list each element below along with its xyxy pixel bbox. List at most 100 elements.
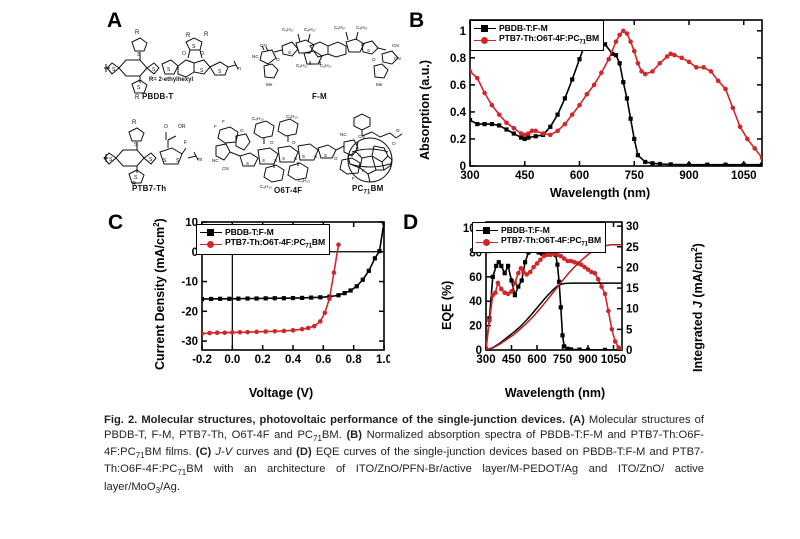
svg-text:20: 20 <box>626 262 639 274</box>
svg-text:F: F <box>184 140 187 146</box>
svg-text:300: 300 <box>476 354 495 366</box>
svg-text:C₈H₁₇: C₈H₁₇ <box>296 63 308 68</box>
legend-key-red-circle <box>476 238 498 247</box>
panel-c-ylabel: Current Density (mA/cm2) <box>152 218 168 370</box>
legend-item-ptb7-th: PTB7-Th:O6T-4F:PC71BM <box>474 33 599 47</box>
svg-text:750: 750 <box>625 170 644 182</box>
panel-d-ylabel: EQE (%) <box>440 280 454 330</box>
svg-text:S: S <box>176 158 180 164</box>
svg-text:0.6: 0.6 <box>450 80 466 92</box>
svg-text:S: S <box>134 175 138 181</box>
molecule-label-pc71bm: PC71BM <box>352 184 384 196</box>
svg-text:F: F <box>214 124 217 129</box>
svg-text:0: 0 <box>476 345 482 357</box>
molecule-f-m: C₈H₁₇ C₈H₁₇ C₈H₁₇ C₈H₁₇ C₈H₁₇ C₈H₁₇ S <box>252 20 402 101</box>
svg-text:S: S <box>192 44 196 50</box>
svg-text:40: 40 <box>469 296 482 308</box>
svg-text:-20: -20 <box>181 306 198 318</box>
molecule-label-f-m: F-M <box>312 92 327 101</box>
svg-text:C₆H₁₃: C₆H₁₃ <box>260 184 272 189</box>
svg-text:S: S <box>152 67 156 73</box>
svg-text:OR: OR <box>178 124 186 130</box>
svg-text:O: O <box>334 156 338 161</box>
panel-letter-a: A <box>107 9 123 32</box>
molecule-pc71bm: O O ⬡ PC71BM <box>340 112 410 196</box>
svg-text:S: S <box>149 157 153 163</box>
svg-text:CN: CN <box>222 166 229 171</box>
svg-text:O: O <box>164 124 168 130</box>
svg-text:CN: CN <box>392 43 399 48</box>
svg-text:NC: NC <box>340 132 347 137</box>
svg-text:900: 900 <box>679 170 698 182</box>
svg-text:R: R <box>132 120 137 126</box>
legend-item-ptb7-th: PTB7-Th:O6T-4F:PC71BM <box>200 237 325 251</box>
svg-text:S: S <box>167 67 171 73</box>
legend-label-pbdb-t-f-m: PBDB-T:F-M <box>499 23 548 33</box>
svg-text:450: 450 <box>515 170 534 182</box>
panel-d-ylabel-right: Integrated J (mA/cm2) <box>690 243 706 372</box>
svg-text:25: 25 <box>626 242 639 254</box>
svg-text:15: 15 <box>626 283 639 295</box>
svg-text:450: 450 <box>502 354 521 366</box>
svg-text:1.0: 1.0 <box>376 354 390 366</box>
svg-text:S: S <box>134 142 138 148</box>
svg-text:0.0: 0.0 <box>224 354 240 366</box>
svg-text:S: S <box>302 154 305 159</box>
panel-d-xlabel: Wavelength (nm) <box>504 386 606 400</box>
panel-letter-c: C <box>108 211 124 234</box>
svg-text:C₆H₁₃: C₆H₁₃ <box>286 114 298 119</box>
svg-text:CN: CN <box>394 56 401 61</box>
legend-label-ptb7-th: PTB7-Th:O6T-4F:PC71BM <box>501 235 602 248</box>
panel-a-molecular-structures: R S S S S R S <box>103 6 404 202</box>
svg-text:Me: Me <box>376 82 383 87</box>
svg-text:R: R <box>204 32 209 38</box>
svg-text:1050: 1050 <box>731 170 757 182</box>
legend-key-black-square <box>200 228 222 237</box>
svg-text:S: S <box>367 48 370 53</box>
svg-text:1: 1 <box>460 26 467 38</box>
svg-text:O: O <box>200 51 204 57</box>
molecule-note-r-group: R= 2-ethylhexyl <box>149 77 194 83</box>
svg-text:-30: -30 <box>181 336 198 348</box>
legend-item-pbdb-t-f-m: PBDB-T:F-M <box>474 23 599 33</box>
molecule-label-ptb7-th: PTB7-Th <box>132 184 167 193</box>
svg-text:0.4: 0.4 <box>450 107 467 119</box>
molecule-ptb7-th: R S S S S R S S O OR <box>103 114 214 193</box>
svg-text:0: 0 <box>192 247 198 259</box>
svg-text:O: O <box>270 140 274 145</box>
svg-text:O: O <box>292 140 296 145</box>
svg-text:S: S <box>294 156 297 161</box>
svg-text:Me: Me <box>266 82 273 87</box>
svg-text:900: 900 <box>578 354 597 366</box>
svg-text:300: 300 <box>460 170 479 182</box>
svg-text:S: S <box>163 158 167 164</box>
svg-text:5: 5 <box>626 324 633 336</box>
svg-text:S: S <box>109 157 113 163</box>
panel-b-xlabel: Wavelength (nm) <box>549 186 651 200</box>
svg-text:O: O <box>372 57 376 62</box>
svg-text:C₆H₁₃: C₆H₁₃ <box>298 178 310 183</box>
svg-text:0.8: 0.8 <box>346 354 363 366</box>
svg-text:60: 60 <box>469 272 482 284</box>
svg-text:-10: -10 <box>181 277 198 289</box>
panel-b-ylabel: Absorption (a.u.) <box>418 60 432 160</box>
svg-text:S: S <box>137 52 141 58</box>
svg-text:S: S <box>274 158 277 163</box>
panel-letter-d: D <box>403 211 419 234</box>
svg-text:S: S <box>137 85 141 91</box>
svg-text:0.4: 0.4 <box>285 354 302 366</box>
svg-text:O: O <box>182 51 186 57</box>
svg-text:S: S <box>218 69 222 75</box>
svg-text:750: 750 <box>553 354 572 366</box>
legend-label-pbdb-t-f-m: PBDB-T:F-M <box>225 227 274 237</box>
legend-item-pbdb-t-f-m: PBDB-T:F-M <box>476 225 601 235</box>
svg-text:C₆H₁₃: C₆H₁₃ <box>252 116 264 121</box>
svg-text:NC: NC <box>212 158 219 163</box>
svg-text:0.2: 0.2 <box>255 354 271 366</box>
svg-text:F: F <box>352 176 355 181</box>
svg-text:600: 600 <box>527 354 546 366</box>
svg-text:O: O <box>392 141 396 146</box>
legend-item-ptb7-th: PTB7-Th:O6T-4F:PC71BM <box>476 235 601 249</box>
svg-text:20: 20 <box>469 321 482 333</box>
svg-text:F: F <box>222 119 225 124</box>
